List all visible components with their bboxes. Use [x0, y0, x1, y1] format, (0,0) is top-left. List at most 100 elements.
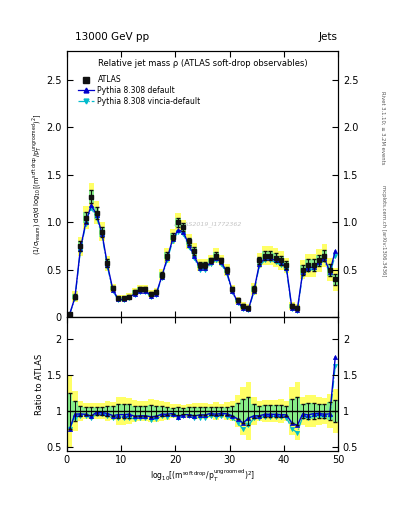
Bar — [322, 244, 327, 267]
Bar — [208, 404, 213, 418]
Bar — [99, 403, 105, 419]
Bar — [262, 246, 268, 265]
Bar — [257, 401, 262, 420]
Bar — [67, 313, 72, 314]
Bar — [208, 408, 213, 415]
Bar — [83, 212, 88, 223]
Bar — [322, 398, 327, 424]
Bar — [110, 402, 116, 420]
Text: ATLAS2019_I1772362: ATLAS2019_I1772362 — [174, 221, 242, 227]
Bar — [224, 407, 230, 415]
Bar — [132, 290, 137, 294]
Bar — [219, 254, 224, 266]
Bar — [230, 285, 235, 293]
Bar — [110, 286, 116, 290]
Bar — [284, 400, 289, 421]
Bar — [230, 401, 235, 420]
Bar — [186, 404, 191, 418]
Bar — [159, 401, 164, 420]
Bar — [175, 213, 181, 232]
Bar — [327, 264, 332, 275]
Bar — [332, 390, 338, 433]
Bar — [300, 397, 305, 425]
Bar — [213, 407, 219, 415]
Bar — [88, 190, 94, 203]
Bar — [278, 255, 284, 265]
Bar — [175, 218, 181, 227]
Bar — [251, 283, 257, 294]
Bar — [137, 401, 143, 420]
Bar — [154, 400, 159, 422]
Bar — [105, 255, 110, 271]
Bar — [186, 238, 191, 245]
Bar — [213, 402, 219, 420]
Bar — [170, 404, 175, 418]
Bar — [88, 183, 94, 210]
Text: Jets: Jets — [319, 32, 338, 42]
Bar — [105, 401, 110, 421]
Bar — [208, 258, 213, 263]
Bar — [72, 401, 78, 421]
Bar — [278, 399, 284, 423]
Text: 13000 GeV pp: 13000 GeV pp — [75, 32, 149, 42]
Bar — [110, 284, 116, 292]
Bar — [251, 404, 257, 418]
Bar — [83, 407, 88, 415]
Bar — [300, 404, 305, 418]
Bar — [105, 260, 110, 267]
Bar — [311, 395, 316, 426]
Bar — [191, 243, 197, 259]
Bar — [305, 395, 311, 426]
Bar — [148, 290, 154, 297]
Bar — [148, 292, 154, 295]
Bar — [230, 406, 235, 416]
Bar — [273, 406, 278, 417]
Bar — [251, 397, 257, 425]
Text: Relative jet mass ρ (ATLAS soft-drop observables): Relative jet mass ρ (ATLAS soft-drop obs… — [97, 59, 307, 68]
Y-axis label: (1/σ$_{\rm resum}$) dσ/d log$_{10}$[(m$^{\rm soft\,drop}$/p$_T^{\rm ungroomed}$): (1/σ$_{\rm resum}$) dσ/d log$_{10}$[(m$^… — [30, 114, 44, 255]
Bar — [257, 406, 262, 416]
Bar — [175, 404, 181, 418]
Bar — [300, 261, 305, 280]
Bar — [67, 393, 72, 429]
Bar — [143, 406, 148, 416]
Bar — [257, 257, 262, 264]
Bar — [148, 399, 154, 422]
Bar — [224, 264, 230, 275]
Bar — [181, 408, 186, 414]
Bar — [83, 206, 88, 229]
Bar — [127, 404, 132, 417]
Bar — [327, 394, 332, 428]
Y-axis label: Ratio to ATLAS: Ratio to ATLAS — [35, 353, 44, 415]
Bar — [154, 406, 159, 416]
Bar — [208, 254, 213, 266]
Bar — [289, 302, 295, 310]
Bar — [332, 400, 338, 422]
Bar — [121, 397, 127, 425]
Bar — [284, 258, 289, 273]
Bar — [116, 296, 121, 301]
Bar — [202, 407, 208, 415]
Bar — [246, 306, 251, 310]
Bar — [88, 407, 94, 415]
Bar — [127, 293, 132, 301]
Bar — [94, 407, 99, 415]
Bar — [224, 402, 230, 420]
Bar — [191, 247, 197, 254]
Bar — [300, 265, 305, 274]
Bar — [278, 405, 284, 417]
Bar — [213, 252, 219, 260]
Bar — [170, 233, 175, 241]
Bar — [246, 304, 251, 312]
Bar — [143, 401, 148, 420]
Bar — [295, 397, 300, 425]
X-axis label: log$_{10}$[(m$^{\rm soft\,drop}$/p$_T^{\rm ungroomed}$)$^2$]: log$_{10}$[(m$^{\rm soft\,drop}$/p$_T^{\… — [150, 468, 255, 484]
Bar — [72, 291, 78, 302]
Bar — [246, 382, 251, 440]
Bar — [121, 404, 127, 418]
Bar — [202, 262, 208, 268]
Bar — [132, 288, 137, 295]
Legend: ATLAS, Pythia 8.308 default, Pythia 8.308 vincia-default: ATLAS, Pythia 8.308 default, Pythia 8.30… — [76, 74, 202, 108]
Bar — [219, 258, 224, 263]
Bar — [224, 267, 230, 273]
